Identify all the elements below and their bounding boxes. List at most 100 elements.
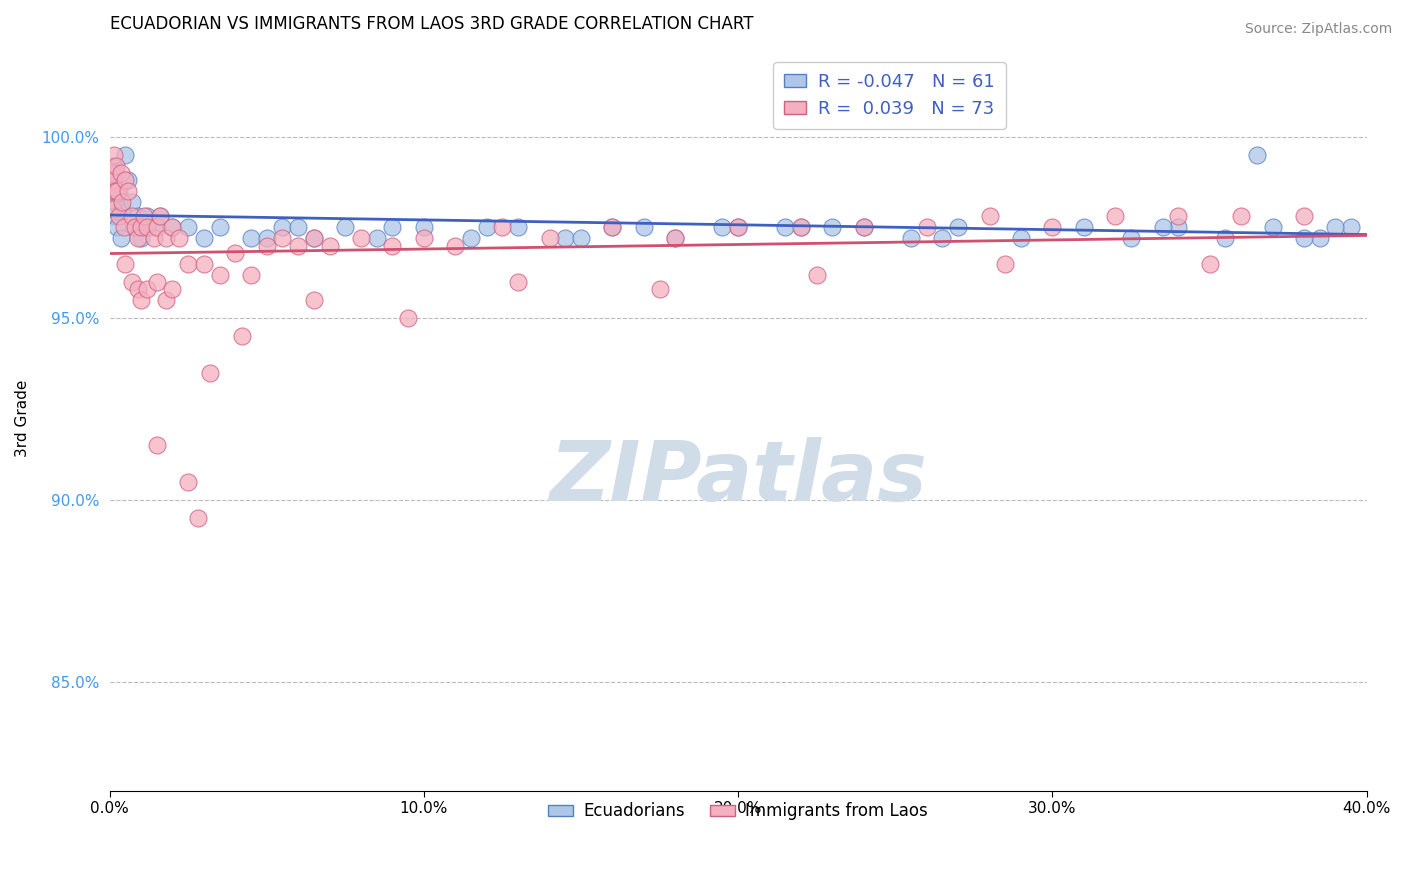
Legend: Ecuadorians, Immigrants from Laos: Ecuadorians, Immigrants from Laos [541, 796, 935, 827]
Point [121, 210, 143, 224]
Point [142, 220, 165, 235]
Point [271, 231, 294, 245]
Point [287, 220, 309, 235]
Point [271, 220, 294, 235]
Point [145, 275, 167, 289]
Point [508, 275, 530, 289]
Point [1246, 147, 1268, 161]
Point [103, 147, 125, 161]
Point [790, 220, 813, 235]
Point [790, 220, 813, 235]
Point [111, 202, 134, 217]
Point [852, 220, 875, 235]
Point [994, 257, 1017, 271]
Point [136, 220, 159, 235]
Point [821, 220, 844, 235]
Point [112, 220, 135, 235]
Point [177, 257, 200, 271]
Point [648, 282, 671, 296]
Point [727, 220, 749, 235]
Point [1167, 220, 1189, 235]
Point [105, 184, 128, 198]
Y-axis label: 3rd Grade: 3rd Grade [15, 379, 30, 457]
Point [915, 220, 938, 235]
Point [104, 166, 127, 180]
Point [396, 311, 419, 326]
Point [727, 220, 749, 235]
Point [302, 293, 325, 307]
Point [931, 231, 953, 245]
Point [103, 173, 125, 187]
Point [444, 238, 467, 252]
Point [132, 210, 155, 224]
Point [136, 282, 159, 296]
Point [121, 194, 143, 209]
Point [554, 231, 576, 245]
Point [145, 438, 167, 452]
Point [124, 220, 146, 235]
Point [381, 238, 404, 252]
Point [101, 159, 124, 173]
Point [104, 184, 127, 198]
Point [318, 238, 340, 252]
Point [149, 210, 172, 224]
Point [114, 147, 136, 161]
Point [240, 268, 263, 282]
Point [111, 194, 134, 209]
Point [1292, 231, 1315, 245]
Point [127, 282, 149, 296]
Point [177, 220, 200, 235]
Point [1073, 220, 1095, 235]
Point [142, 231, 165, 245]
Point [1119, 231, 1142, 245]
Point [602, 220, 624, 235]
Point [104, 159, 127, 173]
Point [186, 511, 208, 525]
Point [711, 220, 734, 235]
Point [198, 366, 221, 380]
Point [460, 231, 482, 245]
Point [208, 268, 231, 282]
Point [664, 231, 686, 245]
Point [104, 210, 127, 224]
Point [129, 293, 152, 307]
Point [240, 231, 263, 245]
Point [302, 231, 325, 245]
Point [127, 231, 149, 245]
Point [366, 231, 388, 245]
Point [412, 220, 434, 235]
Point [117, 184, 139, 198]
Point [602, 220, 624, 235]
Text: ZIPatlas: ZIPatlas [550, 437, 927, 518]
Point [775, 220, 797, 235]
Point [127, 210, 149, 224]
Point [569, 231, 592, 245]
Point [117, 173, 139, 187]
Point [412, 231, 434, 245]
Point [1042, 220, 1064, 235]
Point [224, 245, 246, 260]
Point [664, 231, 686, 245]
Point [101, 202, 124, 217]
Point [103, 173, 125, 187]
Point [114, 173, 136, 187]
Point [1010, 231, 1032, 245]
Point [136, 210, 159, 224]
Point [979, 210, 1001, 224]
Point [633, 220, 655, 235]
Point [231, 329, 253, 343]
Point [1104, 210, 1126, 224]
Point [1152, 220, 1174, 235]
Point [121, 275, 143, 289]
Point [1292, 210, 1315, 224]
Point [287, 238, 309, 252]
Point [256, 238, 278, 252]
Point [900, 231, 922, 245]
Point [302, 231, 325, 245]
Point [145, 220, 167, 235]
Point [1309, 231, 1331, 245]
Point [105, 220, 128, 235]
Text: ECUADORIAN VS IMMIGRANTS FROM LAOS 3RD GRADE CORRELATION CHART: ECUADORIAN VS IMMIGRANTS FROM LAOS 3RD G… [110, 15, 754, 33]
Point [167, 231, 190, 245]
Point [177, 475, 200, 489]
